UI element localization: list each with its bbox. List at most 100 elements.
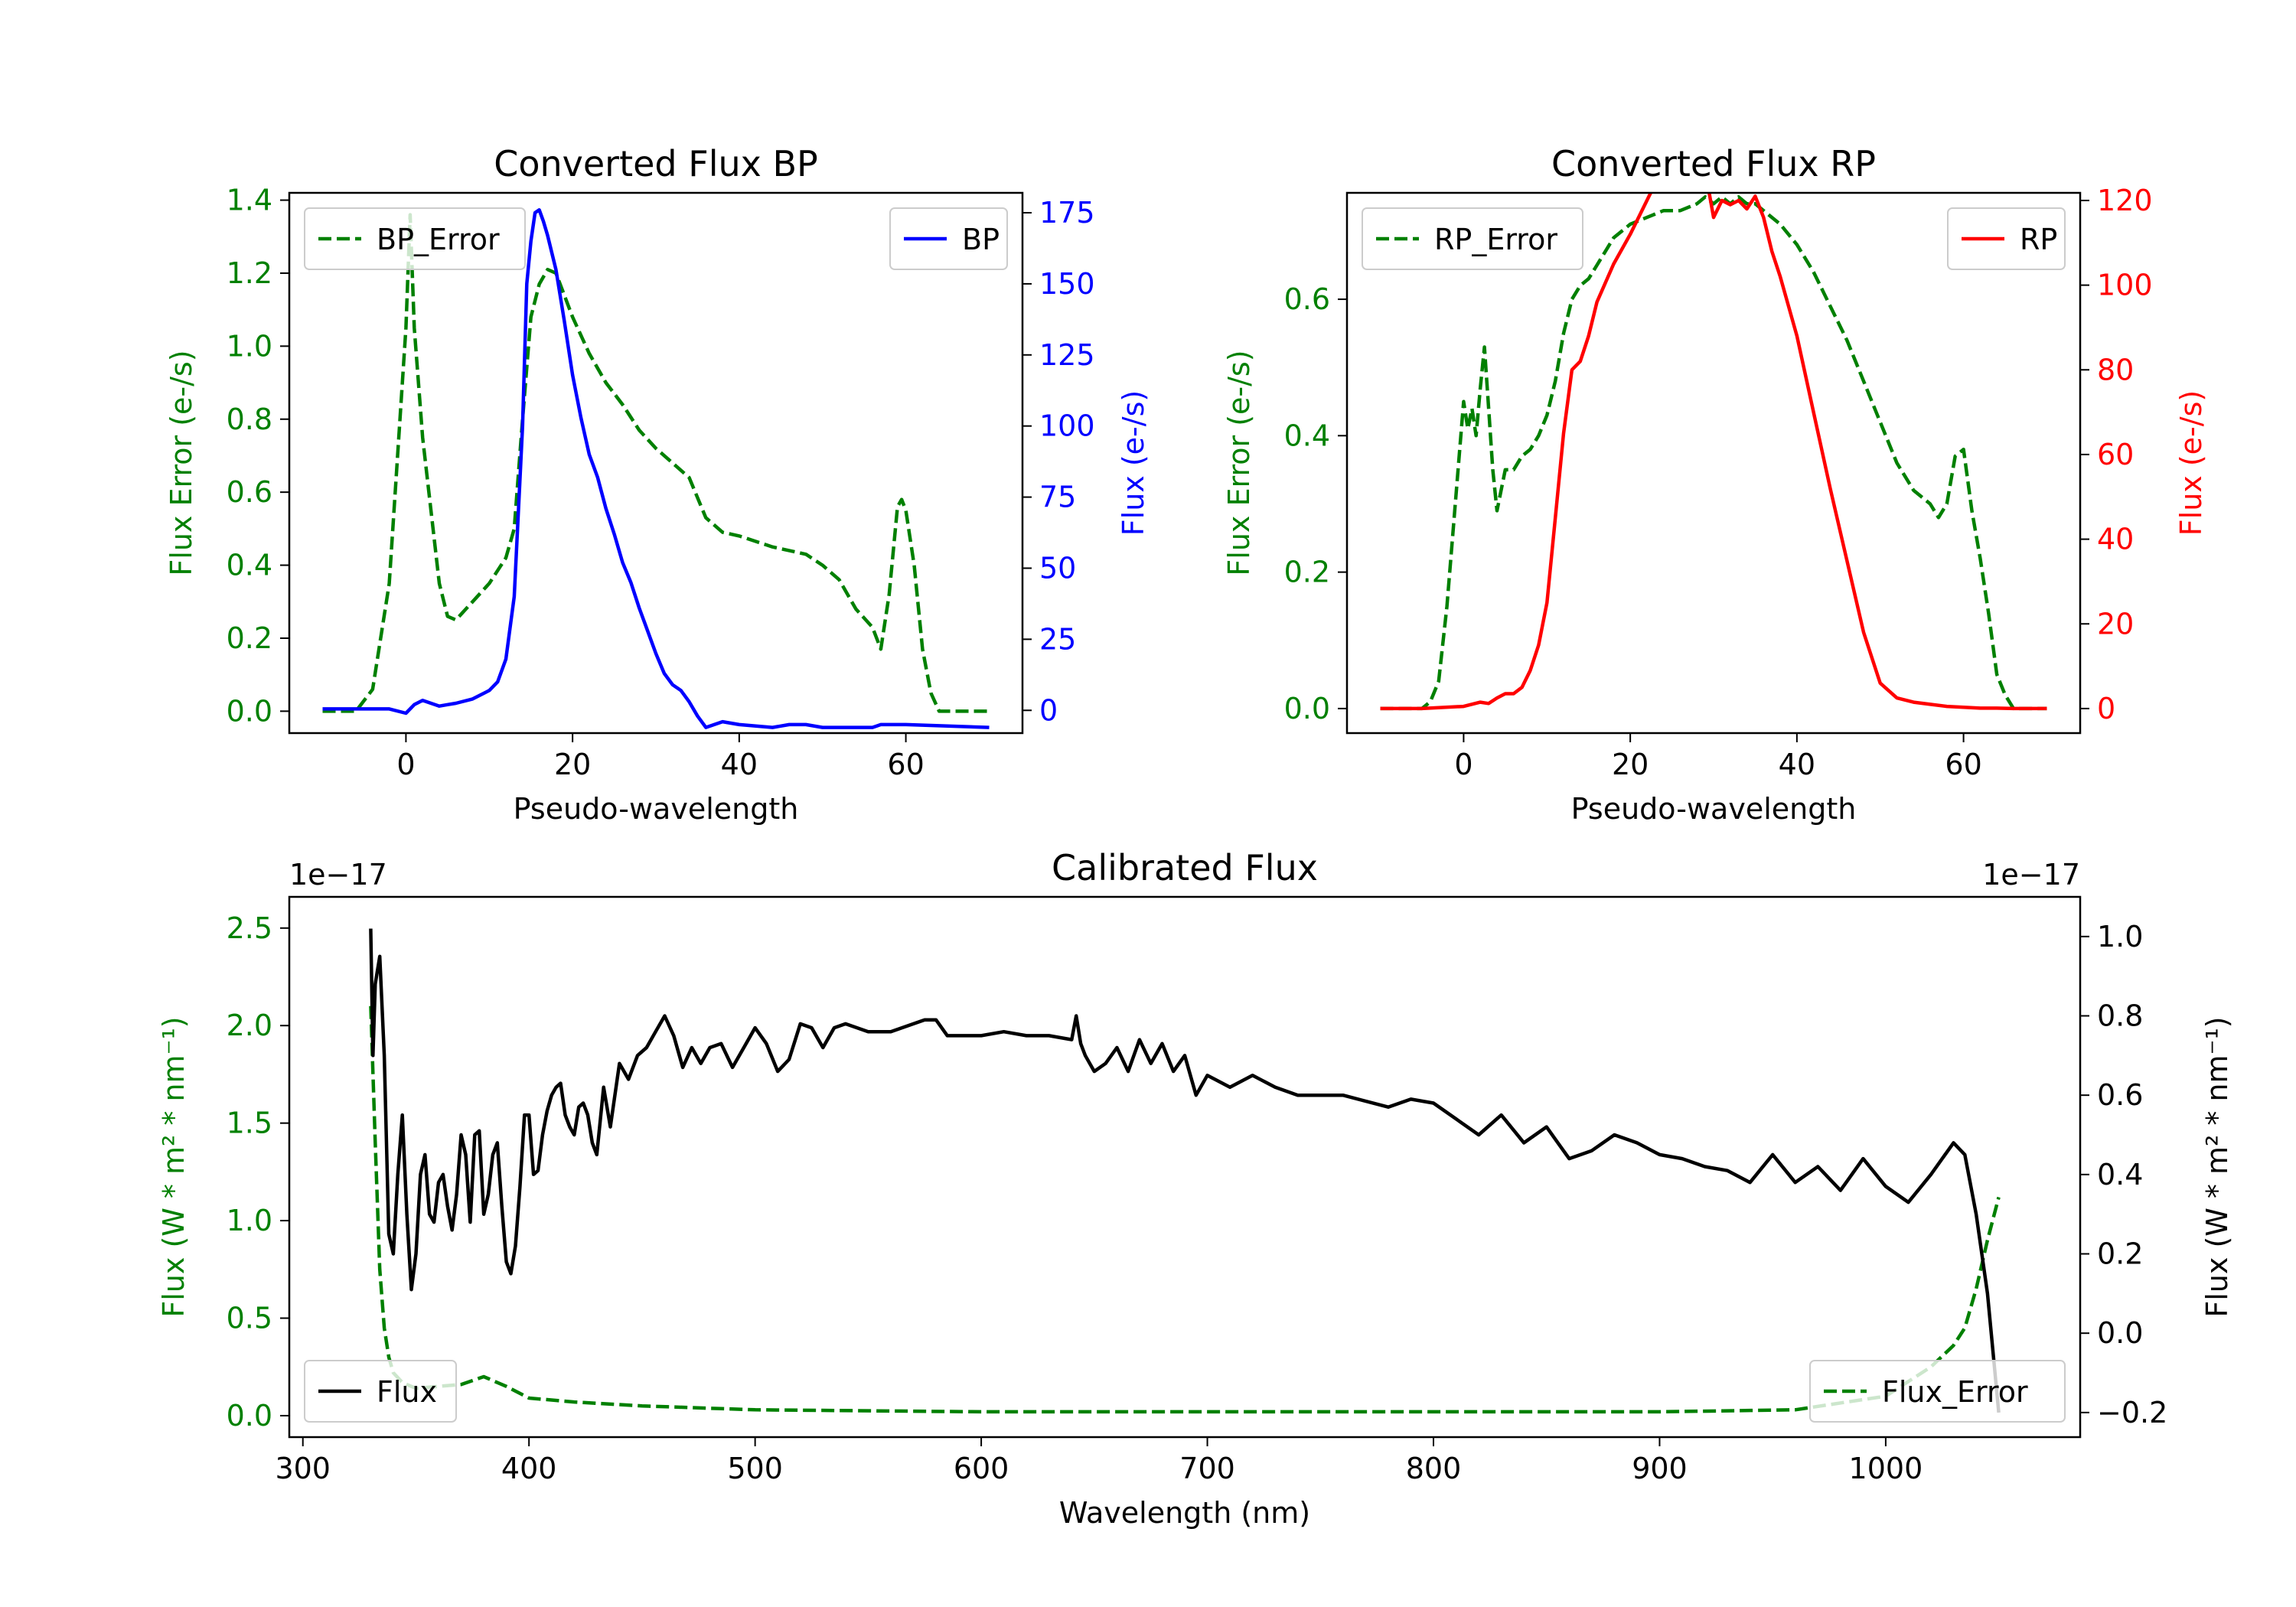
plot-frame xyxy=(288,895,2082,1439)
x-tick-label: 900 xyxy=(1632,1452,1688,1485)
legend-label: Flux_Error xyxy=(1882,1375,2028,1409)
y-left-axis-label: Flux (W * m² * nm⁻¹) xyxy=(157,1016,191,1317)
plot-frame xyxy=(1345,191,2082,735)
x-tick-label: 20 xyxy=(1612,748,1649,781)
x-tick-label: 300 xyxy=(275,1452,331,1485)
y-right-tick-label: 120 xyxy=(2097,184,2153,217)
y-left-tick-label: 0.2 xyxy=(227,621,272,655)
x-tick-label: 40 xyxy=(721,748,758,781)
legend-box xyxy=(1809,1360,2066,1423)
y-left-tick-label: 2.0 xyxy=(227,1009,272,1042)
x-tick-label: 40 xyxy=(1779,748,1815,781)
y-left-tick-label: 0.2 xyxy=(1284,556,1330,589)
legend-left: RP_Error xyxy=(1362,207,1583,270)
y-left-tick-label: 0.8 xyxy=(227,403,272,436)
legend-label: BP_Error xyxy=(377,223,500,256)
y-right-axis-label: Flux (e-/s) xyxy=(1117,390,1150,536)
y-left-axis-label: Flux Error (e-/s) xyxy=(165,350,198,575)
y-right-tick-label: 1.0 xyxy=(2097,920,2143,953)
x-tick-label: 60 xyxy=(887,748,924,781)
legend-left: Flux xyxy=(304,1360,457,1423)
x-tick-label: 0 xyxy=(1454,748,1473,781)
x-tick-label: 600 xyxy=(954,1452,1009,1485)
y-right-tick-label: 75 xyxy=(1039,481,1076,514)
legend-box xyxy=(1362,207,1583,270)
series-line-bp-error xyxy=(322,213,990,713)
y-right-offset-label: 1e−17 xyxy=(1982,858,2080,892)
y-left-tick-label: 1.4 xyxy=(227,184,272,217)
x-tick-label: 500 xyxy=(727,1452,783,1485)
y-right-axis-label: Flux (W * m² * nm⁻¹) xyxy=(2200,1016,2234,1317)
x-tick-label: 800 xyxy=(1406,1452,1462,1485)
chart-calibrated-flux: 300 400 500 600 700 800 900 1000 0.0 0.5 1.0 1.5 2.0… xyxy=(157,847,2234,1530)
y-left-tick-label: 0.4 xyxy=(227,549,272,582)
legend-right: BP xyxy=(889,207,1008,270)
y-right-tick-label: 100 xyxy=(1039,409,1095,443)
series-line-rp-error xyxy=(1380,195,2047,711)
legend-box xyxy=(304,1360,457,1423)
y-left-tick-label: 0.0 xyxy=(1284,692,1330,725)
legend-label: RP xyxy=(2020,223,2057,256)
x-axis-label: Pseudo-wavelength xyxy=(1571,792,1857,826)
series-line-flux xyxy=(369,928,2001,1413)
chart-converted-flux-rp: 0 20 40 60 0.0 0.2 0.4 0.6 0 20 40 60 80 100 120 Conver… xyxy=(1222,143,2208,826)
x-tick-label: 20 xyxy=(554,748,591,781)
y-left-tick-label: 0.0 xyxy=(227,1399,272,1433)
series-line-flux-error xyxy=(369,1006,2001,1414)
y-right-tick-label: 0.8 xyxy=(2097,999,2143,1033)
y-right-tick-label: 60 xyxy=(2097,438,2134,471)
y-right-tick-label: 0 xyxy=(2097,692,2115,725)
y-right-tick-label: 80 xyxy=(2097,353,2134,386)
y-left-tick-label: 1.0 xyxy=(227,329,272,363)
legend-right: RP xyxy=(1947,207,2066,270)
y-left-tick-label: 0.6 xyxy=(1284,282,1330,316)
y-left-tick-label: 0.4 xyxy=(1284,419,1330,452)
chart-title: Converted Flux RP xyxy=(1551,143,1876,184)
chart-converted-flux-bp: 0 20 40 60 0.0 0.2 0.4 0.6 0.8 1.0 1.2 1.4 0 25 50 75 10… xyxy=(165,143,1150,826)
y-left-tick-label: 0.6 xyxy=(227,475,272,509)
y-right-tick-label: 100 xyxy=(2097,269,2153,302)
y-right-tick-label: 0.4 xyxy=(2097,1158,2143,1191)
y-right-tick-label: 50 xyxy=(1039,551,1076,585)
y-right-tick-label: 25 xyxy=(1039,622,1076,656)
x-tick-label: 1000 xyxy=(1849,1452,1923,1485)
y-right-tick-label: 0.2 xyxy=(2097,1237,2143,1271)
y-right-axis-label: Flux (e-/s) xyxy=(2174,390,2208,536)
y-left-tick-label: 2.5 xyxy=(227,911,272,945)
y-right-tick-label: 0.6 xyxy=(2097,1078,2143,1112)
x-tick-label: 400 xyxy=(501,1452,557,1485)
y-left-offset-label: 1e−17 xyxy=(289,858,387,892)
x-tick-label: 0 xyxy=(396,748,415,781)
chart-title: Converted Flux BP xyxy=(494,143,818,184)
y-left-tick-label: 1.2 xyxy=(227,256,272,290)
x-axis-label: Wavelength (nm) xyxy=(1059,1496,1310,1530)
x-tick-label: 700 xyxy=(1179,1452,1235,1485)
series-line-bp xyxy=(322,208,990,729)
chart-title: Calibrated Flux xyxy=(1052,847,1318,888)
y-right-tick-label: 0 xyxy=(1039,693,1058,727)
legend-label: Flux xyxy=(377,1375,437,1409)
x-axis-label: Pseudo-wavelength xyxy=(514,792,799,826)
legend-label: RP_Error xyxy=(1434,223,1557,256)
legend-left: BP_Error xyxy=(304,207,526,270)
legend-box xyxy=(1947,207,2066,270)
y-left-tick-label: 0.5 xyxy=(227,1302,272,1335)
legend-box xyxy=(889,207,1008,270)
y-left-tick-label: 1.5 xyxy=(227,1107,272,1140)
plot-frame xyxy=(288,191,1024,735)
legend-box xyxy=(304,207,526,270)
y-right-tick-label: 175 xyxy=(1039,196,1095,230)
y-right-tick-label: 150 xyxy=(1039,267,1095,301)
series-line-rp xyxy=(1380,193,2047,711)
legend-label: BP xyxy=(962,223,1000,256)
y-left-axis-label: Flux Error (e-/s) xyxy=(1222,350,1256,575)
y-right-tick-label: 40 xyxy=(2097,523,2134,556)
y-left-tick-label: 1.0 xyxy=(227,1204,272,1237)
y-right-tick-label: 0.0 xyxy=(2097,1316,2143,1350)
y-right-tick-label: −0.2 xyxy=(2097,1396,2167,1429)
y-right-tick-label: 125 xyxy=(1039,338,1095,372)
y-left-tick-label: 0.0 xyxy=(227,694,272,728)
legend-right: Flux_Error xyxy=(1809,1360,2066,1423)
x-tick-label: 60 xyxy=(1945,748,1981,781)
